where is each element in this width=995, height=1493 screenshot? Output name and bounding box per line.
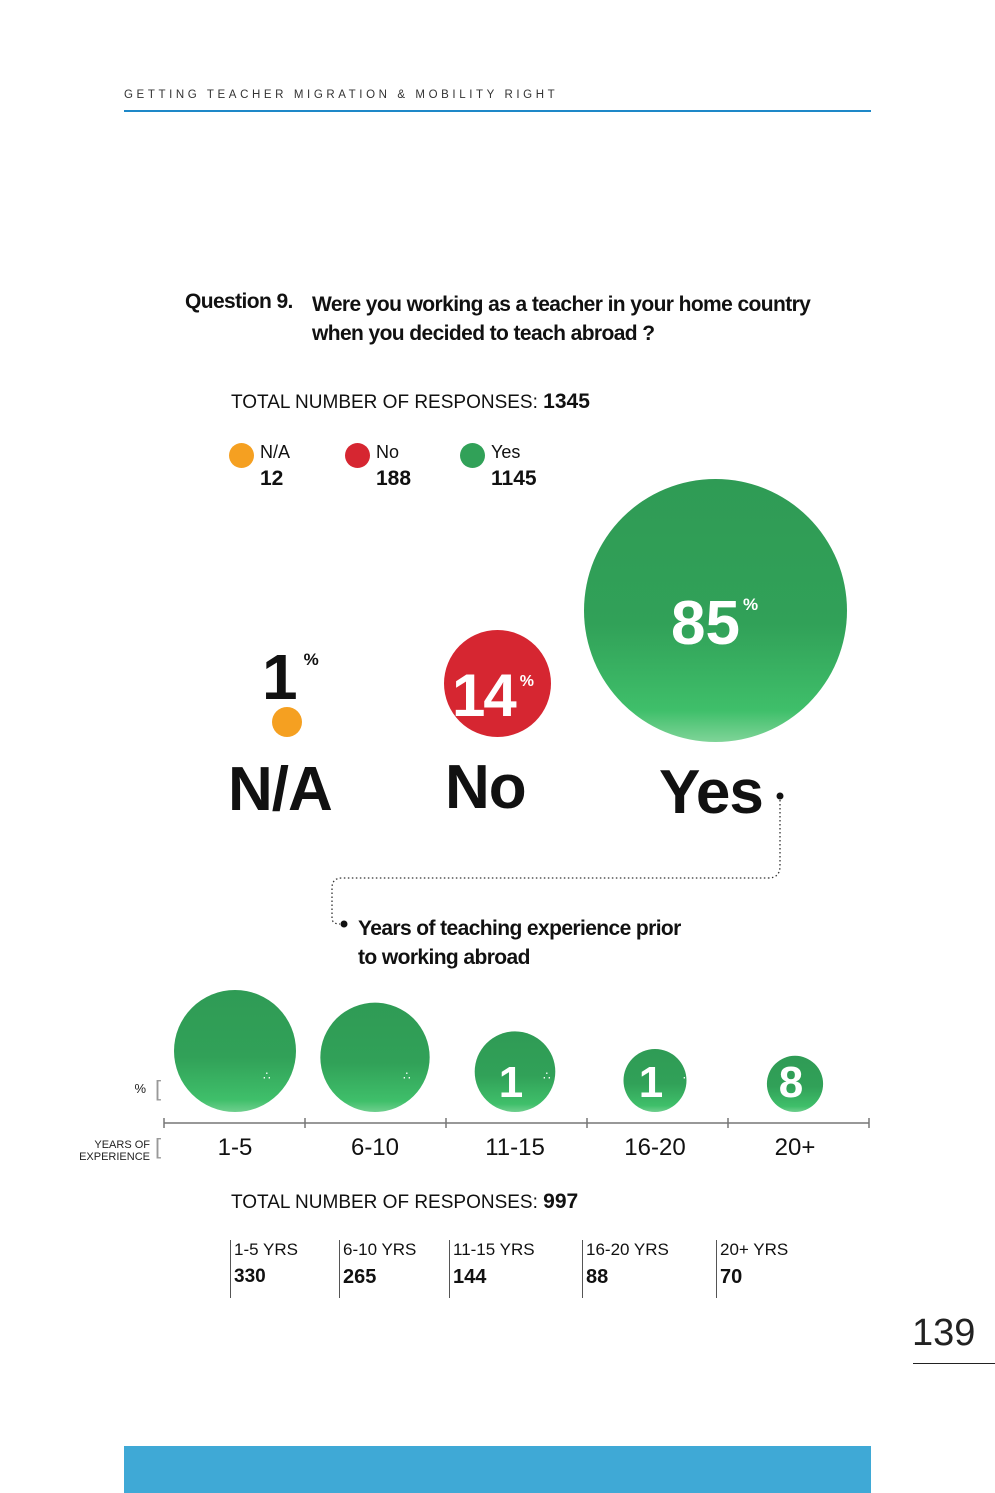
page-number-rule: [913, 1363, 995, 1364]
table-col-label: 11-15 YRS: [453, 1240, 535, 1259]
bubble-pct-label: 1: [499, 1058, 523, 1107]
x-tick-label: 20+: [774, 1134, 816, 1161]
pct-no: 14%: [452, 650, 534, 728]
table-col-label: 20+ YRS: [720, 1240, 789, 1259]
pct-no-sign: %: [519, 673, 534, 690]
connector-line: [331, 792, 784, 928]
x-tick-label: 11-15: [485, 1134, 545, 1161]
table-col-value: 70: [720, 1266, 743, 1288]
running-header: GETTING TEACHER MIGRATION & MOBILITY RIG…: [124, 89, 559, 101]
table-col: 11-15 YRS 144: [449, 1240, 535, 1298]
total-responses: TOTAL NUMBER OF RESPONSES: 1345: [231, 390, 590, 414]
x-tick-label: 6-10: [350, 1134, 400, 1161]
bubble-no: [444, 630, 551, 737]
bubble-pct-label: 8: [779, 1058, 803, 1107]
bubble-1-5: [174, 990, 296, 1112]
subchart-title-line-2: to working abroad: [358, 946, 530, 969]
y-axis-label: %: [134, 1081, 146, 1096]
pct-na-value: 1: [262, 641, 298, 713]
x-axis-bracket: [: [155, 1134, 162, 1159]
bubble-20+: [766, 1055, 824, 1113]
table-col-value: 265: [343, 1266, 377, 1288]
total-responses-2-label: TOTAL NUMBER OF RESPONSES:: [231, 1192, 538, 1213]
category-label-na: N/A: [228, 755, 333, 824]
bubble-yes: [584, 479, 847, 742]
bubble-na: [272, 707, 302, 737]
bubble-pct-sign: ∴: [543, 1069, 551, 1083]
table-col-label: 6-10 YRS: [343, 1240, 417, 1259]
category-label-yes: Yes: [659, 758, 764, 827]
question-label: Question 9.: [185, 290, 293, 313]
pct-na: 1%: [262, 628, 319, 709]
x-tick-label: 16-20: [624, 1134, 686, 1161]
category-label-no: No: [445, 753, 527, 822]
table-col-value: 144: [453, 1266, 487, 1288]
legend-no-label: No: [376, 442, 400, 462]
bubble-pct-sign: ∴: [823, 1069, 831, 1083]
x-tick-label: 1-5: [217, 1134, 253, 1161]
pct-na-sign: %: [303, 650, 319, 669]
table-col: 6-10 YRS 265: [339, 1240, 416, 1298]
table-col-label: 16-20 YRS: [586, 1240, 669, 1259]
table-col: 16-20 YRS 88: [582, 1240, 669, 1298]
table-col-value: 88: [586, 1266, 609, 1288]
page-number: 139: [912, 1312, 976, 1354]
legend-yes-label: Yes: [491, 442, 521, 462]
total-responses-value: 1345: [543, 390, 590, 413]
bubble-pct-sign: ∴: [403, 1069, 411, 1083]
legend-na-dot: [229, 443, 254, 468]
footer-bar: [124, 1446, 871, 1493]
subchart-title: Years of teaching experience prior to wo…: [358, 914, 718, 972]
bubble-pct-label: 1: [639, 1058, 663, 1107]
subchart-title-line-1: Years of teaching experience prior: [358, 917, 681, 940]
question-text: Were you working as a teacher in your ho…: [312, 290, 872, 348]
pct-yes-value: 85: [671, 589, 740, 658]
legend-no-value: 188: [376, 467, 412, 490]
table-col-label: 1-5 YRS: [234, 1240, 298, 1259]
bubble-pct-sign: ∴: [263, 1069, 271, 1083]
table-col: 1-5 YRS 330: [230, 1240, 298, 1298]
bubble-6-10: [320, 1002, 430, 1112]
bubble-11-15: [474, 1031, 556, 1112]
question-line-2: when you decided to teach abroad ?: [312, 322, 655, 345]
pct-yes-sign: %: [742, 595, 759, 614]
header-rule: [124, 110, 871, 112]
total-responses-label: TOTAL NUMBER OF RESPONSES:: [231, 392, 538, 413]
total-responses-2: TOTAL NUMBER OF RESPONSES: 997: [231, 1190, 578, 1214]
legend-yes-dot: [460, 443, 485, 468]
x-axis-label-line-2: EXPERIENCE: [79, 1151, 150, 1163]
pct-yes: 85%: [671, 572, 758, 657]
total-responses-2-value: 997: [543, 1190, 579, 1213]
table-col: 20+ YRS 70: [716, 1240, 788, 1298]
table-col-value: 330: [234, 1266, 266, 1287]
legend-na-value: 12: [260, 467, 284, 490]
x-axis-label: YEARS OF EXPERIENCE: [70, 1139, 150, 1163]
legend-no-dot: [345, 443, 370, 468]
pct-no-value: 14: [452, 662, 517, 729]
bubble-pct-sign: ∴: [683, 1069, 691, 1083]
y-axis-bracket: [: [155, 1076, 162, 1101]
bubble-16-20: [623, 1048, 687, 1112]
question-line-1: Were you working as a teacher in your ho…: [312, 293, 811, 316]
legend-na-label: N/A: [260, 442, 291, 462]
x-axis-label-line-1: YEARS OF: [94, 1139, 150, 1151]
legend-yes-value: 1145: [491, 467, 537, 490]
